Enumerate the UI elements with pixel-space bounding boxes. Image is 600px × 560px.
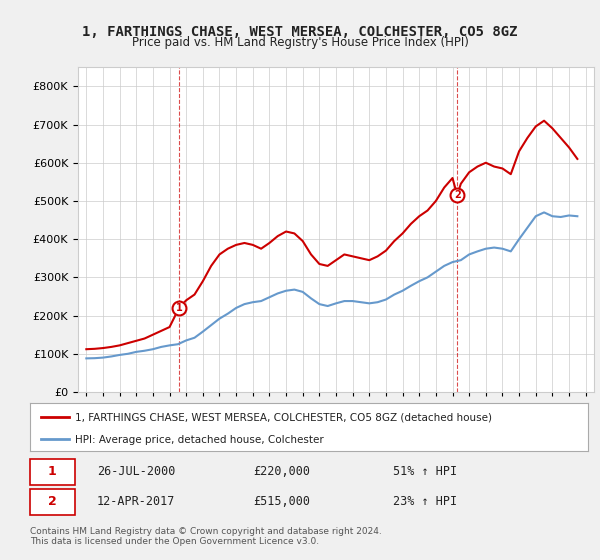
Text: 26-JUL-2000: 26-JUL-2000 <box>97 465 175 478</box>
Text: 2: 2 <box>454 190 461 200</box>
Text: £515,000: £515,000 <box>253 496 310 508</box>
FancyBboxPatch shape <box>30 488 74 515</box>
Text: Contains HM Land Registry data © Crown copyright and database right 2024.
This d: Contains HM Land Registry data © Crown c… <box>30 526 382 546</box>
Text: 1, FARTHINGS CHASE, WEST MERSEA, COLCHESTER, CO5 8GZ (detached house): 1, FARTHINGS CHASE, WEST MERSEA, COLCHES… <box>74 413 491 422</box>
FancyBboxPatch shape <box>30 459 74 485</box>
Text: 12-APR-2017: 12-APR-2017 <box>97 496 175 508</box>
Text: 1: 1 <box>176 303 182 313</box>
Text: £220,000: £220,000 <box>253 465 310 478</box>
Text: HPI: Average price, detached house, Colchester: HPI: Average price, detached house, Colc… <box>74 435 323 445</box>
Text: 2: 2 <box>48 496 56 508</box>
Text: 23% ↑ HPI: 23% ↑ HPI <box>392 496 457 508</box>
Text: 51% ↑ HPI: 51% ↑ HPI <box>392 465 457 478</box>
Text: 1: 1 <box>48 465 56 478</box>
Text: 1, FARTHINGS CHASE, WEST MERSEA, COLCHESTER, CO5 8GZ: 1, FARTHINGS CHASE, WEST MERSEA, COLCHES… <box>82 25 518 39</box>
Text: Price paid vs. HM Land Registry's House Price Index (HPI): Price paid vs. HM Land Registry's House … <box>131 36 469 49</box>
